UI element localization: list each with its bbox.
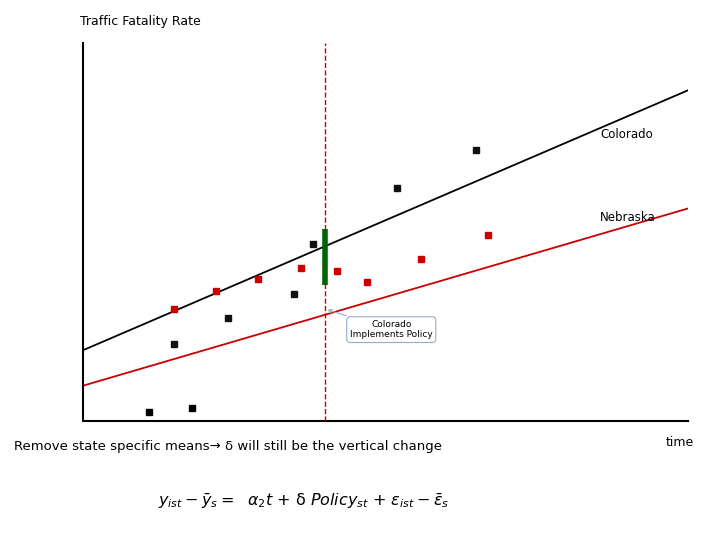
Text: Remove state specific means→ δ will still be the vertical change: Remove state specific means→ δ will stil…	[14, 440, 442, 453]
Text: $y_{ist} - \bar{y}_s = \ \ \alpha_2 t$ + δ $\mathit{Policy}_{st}$ + $\varepsilon: $y_{ist} - \bar{y}_s = \ \ \alpha_2 t$ +…	[158, 491, 450, 511]
Text: Colorado: Colorado	[600, 128, 652, 141]
Text: time: time	[665, 436, 693, 449]
Text: Traffic Fatality Rate: Traffic Fatality Rate	[80, 15, 201, 28]
Text: Nebraska: Nebraska	[600, 211, 656, 224]
Text: Colorado
Implements Policy: Colorado Implements Policy	[328, 309, 433, 339]
